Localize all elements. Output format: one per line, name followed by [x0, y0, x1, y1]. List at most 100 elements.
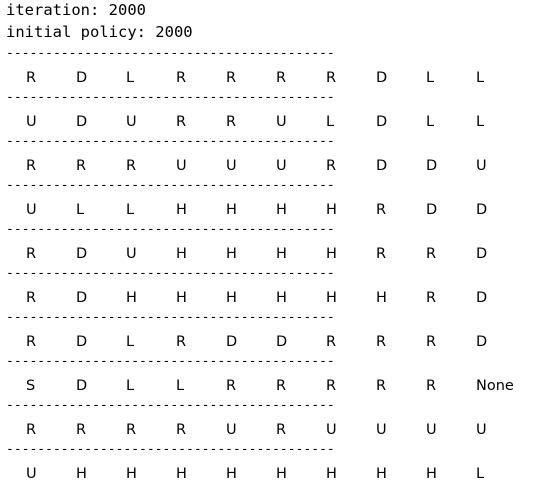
policy-cell: R	[26, 246, 37, 262]
policy-cell: D	[476, 290, 488, 306]
policy-cell: D	[76, 290, 88, 306]
policy-cell: L	[126, 378, 135, 394]
policy-cell: U	[326, 422, 337, 438]
policy-cell: R	[276, 378, 287, 394]
policy-cell: H	[326, 466, 337, 482]
policy-cell: U	[126, 114, 137, 130]
policy-cell: R	[76, 158, 87, 174]
policy-cell: R	[326, 334, 337, 350]
policy-cell: U	[126, 246, 137, 262]
policy-cell: R	[176, 422, 187, 438]
policy-cell: R	[376, 378, 387, 394]
policy-cell: H	[76, 466, 87, 482]
policy-cell: L	[476, 70, 485, 86]
policy-cell: U	[426, 422, 437, 438]
policy-cell: R	[376, 246, 387, 262]
policy-cell: L	[326, 114, 335, 130]
policy-cell: L	[126, 334, 135, 350]
policy-cell: U	[226, 158, 237, 174]
policy-cell: D	[376, 158, 388, 174]
policy-cell: R	[226, 378, 237, 394]
policy-cell: H	[126, 290, 137, 306]
policy-cell: H	[326, 202, 337, 218]
policy-cell: L	[176, 378, 185, 394]
policy-cell: H	[176, 466, 187, 482]
policy-cell: L	[426, 70, 435, 86]
policy-cell: D	[476, 334, 488, 350]
policy-cell: R	[26, 158, 37, 174]
initial-policy-line: initial policy: 2000	[6, 23, 193, 41]
policy-cell: R	[426, 378, 437, 394]
policy-cell: L	[426, 114, 435, 130]
policy-cell: U	[26, 114, 37, 130]
row-separator: ----------------------------------------…	[6, 266, 335, 281]
policy-cell: D	[376, 70, 388, 86]
policy-cell: R	[426, 246, 437, 262]
policy-cell: H	[326, 290, 337, 306]
policy-cell: D	[276, 334, 288, 350]
policy-cell: D	[76, 70, 88, 86]
policy-cell: U	[376, 422, 387, 438]
policy-cell: L	[76, 202, 85, 218]
policy-cell: D	[76, 378, 88, 394]
policy-cell: R	[226, 70, 237, 86]
row-separator: ----------------------------------------…	[6, 442, 335, 457]
policy-cell: U	[176, 158, 187, 174]
policy-cell: U	[26, 466, 37, 482]
policy-cell: R	[176, 114, 187, 130]
policy-cell: H	[226, 466, 237, 482]
policy-cell: L	[476, 114, 485, 130]
policy-cell: U	[276, 158, 287, 174]
policy-cell: D	[226, 334, 238, 350]
policy-cell: S	[26, 378, 36, 394]
policy-cell: H	[276, 466, 287, 482]
row-separator: ----------------------------------------…	[6, 90, 335, 105]
policy-cell: H	[176, 290, 187, 306]
policy-cell: None	[476, 378, 514, 394]
policy-cell: R	[126, 158, 137, 174]
policy-cell: R	[376, 334, 387, 350]
policy-cell: H	[376, 290, 387, 306]
policy-cell: H	[226, 246, 237, 262]
policy-cell: R	[76, 422, 87, 438]
policy-cell: H	[226, 290, 237, 306]
row-separator: ----------------------------------------…	[6, 46, 335, 61]
policy-cell: R	[26, 290, 37, 306]
row-separator: ----------------------------------------…	[6, 222, 335, 237]
policy-cell: H	[326, 246, 337, 262]
policy-cell: D	[76, 334, 88, 350]
policy-cell: R	[376, 202, 387, 218]
policy-cell: R	[26, 422, 37, 438]
row-separator: ----------------------------------------…	[6, 134, 335, 149]
row-separator: ----------------------------------------…	[6, 178, 335, 193]
policy-cell: L	[126, 70, 135, 86]
policy-cell: R	[26, 334, 37, 350]
policy-cell: D	[476, 246, 488, 262]
policy-cell: R	[426, 334, 437, 350]
policy-cell: L	[126, 202, 135, 218]
policy-cell: H	[226, 202, 237, 218]
policy-row: S D L L R R R R R None	[0, 375, 549, 397]
row-separator: ----------------------------------------…	[6, 398, 335, 413]
policy-cell: D	[76, 246, 88, 262]
policy-cell: D	[426, 202, 438, 218]
policy-cell: H	[376, 466, 387, 482]
policy-cell: R	[126, 422, 137, 438]
policy-cell: R	[426, 290, 437, 306]
row-separator: ----------------------------------------…	[6, 310, 335, 325]
policy-cell: R	[326, 158, 337, 174]
policy-cell: H	[126, 466, 137, 482]
policy-cell: U	[476, 422, 487, 438]
policy-cell: L	[476, 466, 485, 482]
policy-cell: H	[426, 466, 437, 482]
policy-cell: H	[276, 202, 287, 218]
policy-cell: R	[326, 70, 337, 86]
